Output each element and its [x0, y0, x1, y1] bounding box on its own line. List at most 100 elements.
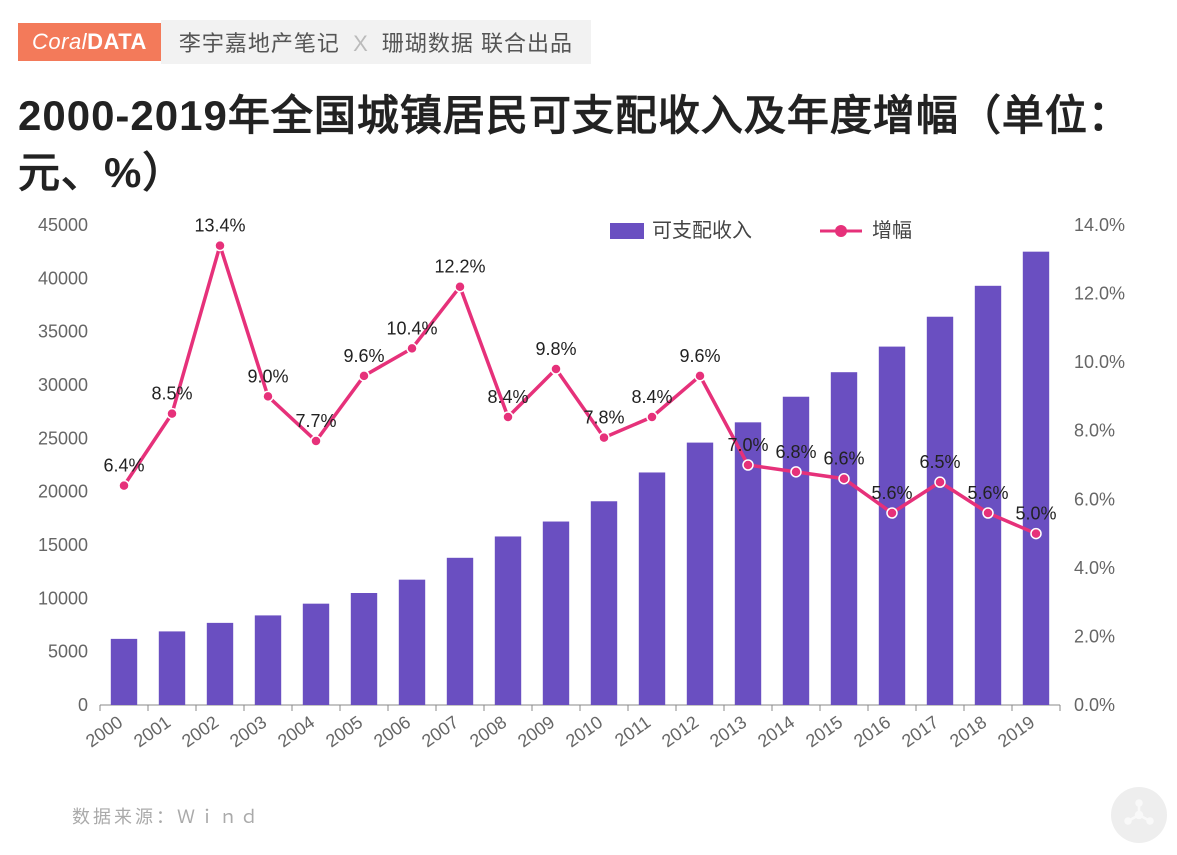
line-data-label: 6.6% — [823, 449, 864, 469]
subtitle-x: X — [353, 31, 369, 56]
line-marker — [791, 467, 801, 477]
y-left-tick: 40000 — [38, 269, 88, 289]
bar — [687, 443, 713, 705]
line-data-label: 7.7% — [295, 411, 336, 431]
bar — [591, 502, 617, 706]
line-data-label: 13.4% — [194, 216, 245, 236]
watermark-icon — [1111, 787, 1167, 843]
x-category-label: 2008 — [466, 712, 510, 751]
y-right-tick: 4.0% — [1074, 558, 1115, 578]
y-left-tick: 20000 — [38, 482, 88, 502]
x-category-label: 2009 — [514, 712, 558, 751]
line-marker — [311, 436, 321, 446]
legend-line-label: 增幅 — [872, 219, 912, 242]
x-category-label: 2016 — [850, 712, 894, 751]
bar — [351, 593, 377, 705]
bar — [879, 347, 905, 705]
line-marker — [1031, 529, 1041, 539]
subtitle-right: 珊瑚数据 联合出品 — [382, 31, 573, 56]
line-data-label: 6.8% — [775, 442, 816, 462]
line-data-label: 8.5% — [151, 384, 192, 404]
line-marker — [887, 508, 897, 518]
x-category-label: 2003 — [226, 712, 270, 751]
x-category-label: 2001 — [130, 712, 174, 751]
y-right-tick: 8.0% — [1074, 421, 1115, 441]
line-data-label: 9.6% — [343, 346, 384, 366]
line-marker — [407, 344, 417, 354]
y-right-tick: 6.0% — [1074, 490, 1115, 510]
x-category-label: 2017 — [898, 712, 942, 751]
x-category-label: 2011 — [611, 712, 654, 751]
line-marker — [599, 433, 609, 443]
line-marker — [983, 508, 993, 518]
line-marker — [359, 371, 369, 381]
chart-svg: 0 5000 10000 15000 20000 25000 30000 35000 40000… — [20, 215, 1150, 765]
y-right-tick: 2.0% — [1074, 627, 1115, 647]
line-marker — [503, 412, 513, 422]
y-left-tick: 45000 — [38, 215, 88, 235]
subtitle-left: 李宇嘉地产笔记 — [179, 31, 340, 56]
line-marker — [455, 282, 465, 292]
logo-badge: CoralDATA — [18, 23, 161, 61]
bar — [255, 616, 281, 706]
x-category-label: 2004 — [274, 712, 318, 751]
y-left-tick: 15000 — [38, 535, 88, 555]
line-data-label: 5.6% — [871, 483, 912, 503]
line-data-label: 7.0% — [727, 435, 768, 455]
legend-line-marker — [835, 225, 847, 237]
line-marker — [167, 409, 177, 419]
x-category-label: 2000 — [82, 712, 126, 751]
y-left-tick: 0 — [78, 695, 88, 715]
line-data-label: 9.6% — [679, 346, 720, 366]
y-left-tick: 30000 — [38, 375, 88, 395]
line-marker — [839, 474, 849, 484]
line-marker — [215, 241, 225, 251]
line-marker — [695, 371, 705, 381]
x-category-label: 2006 — [370, 712, 414, 751]
bar — [111, 639, 137, 705]
bar — [927, 317, 953, 705]
x-category-label: 2010 — [562, 712, 606, 751]
bar — [495, 537, 521, 706]
bar — [543, 522, 569, 705]
line-data-label: 12.2% — [434, 257, 485, 277]
logo-text-left: Coral — [32, 29, 87, 54]
x-category-label: 2018 — [946, 712, 990, 751]
line-marker — [263, 392, 273, 402]
line-data-label: 9.0% — [247, 367, 288, 387]
x-category-label: 2002 — [178, 712, 222, 751]
y-right-tick: 14.0% — [1074, 215, 1125, 235]
x-category-label: 2013 — [706, 712, 750, 751]
x-category-label: 2007 — [418, 712, 462, 751]
legend-bar-swatch — [610, 223, 644, 239]
legend-bar-label: 可支配收入 — [652, 219, 752, 242]
x-category-label: 2019 — [994, 712, 1038, 751]
x-category-label: 2014 — [754, 712, 798, 751]
y-right-tick: 10.0% — [1074, 353, 1125, 373]
y-right-tick: 12.0% — [1074, 284, 1125, 304]
y-left-tick: 5000 — [48, 642, 88, 662]
line-data-label: 7.8% — [583, 408, 624, 428]
data-source: 数据来源：Ｗｉｎｄ — [72, 803, 1177, 829]
bar — [399, 580, 425, 705]
y-right-tick: 0.0% — [1074, 695, 1115, 715]
line-marker — [743, 460, 753, 470]
y-left-tick: 10000 — [38, 589, 88, 609]
line-marker — [647, 412, 657, 422]
bar — [159, 632, 185, 706]
line-data-label: 9.8% — [535, 339, 576, 359]
bar — [447, 558, 473, 705]
x-category-label: 2015 — [802, 712, 846, 751]
header-subtitle: 李宇嘉地产笔记 X 珊瑚数据 联合出品 — [161, 20, 591, 64]
y-left-tick: 25000 — [38, 429, 88, 449]
logo-text-right: DATA — [87, 29, 147, 54]
line-data-label: 10.4% — [386, 319, 437, 339]
line-data-label: 5.6% — [967, 483, 1008, 503]
x-category-label: 2005 — [322, 712, 366, 751]
y-left-tick: 35000 — [38, 322, 88, 342]
bar — [1023, 252, 1049, 705]
chart-title: 2000-2019年全国城镇居民可支配收入及年度增幅（单位：元、%） — [0, 74, 1177, 209]
bar — [303, 604, 329, 705]
line-marker — [551, 364, 561, 374]
line-marker — [935, 478, 945, 488]
